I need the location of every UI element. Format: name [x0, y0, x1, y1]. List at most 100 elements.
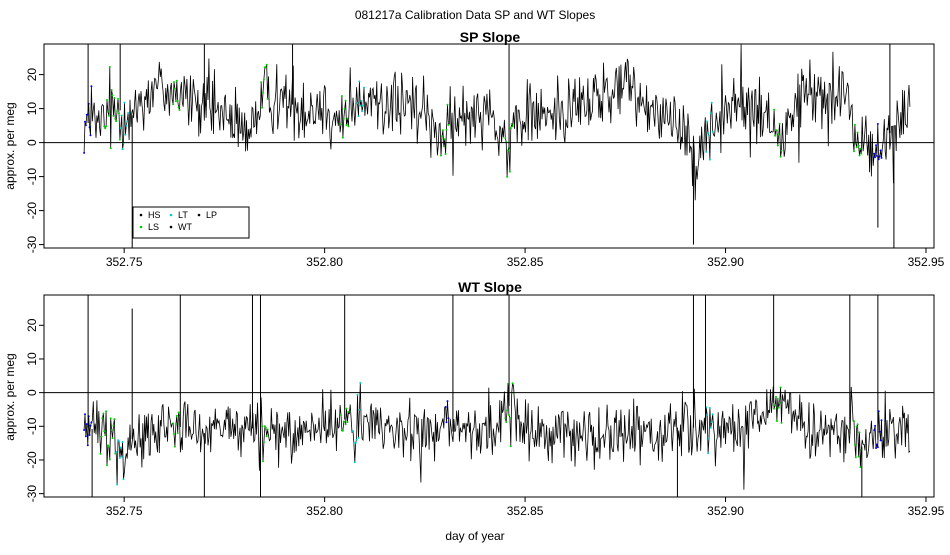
- wt-slope-ls-point: [175, 414, 178, 417]
- wt-slope-ls-point: [857, 455, 860, 458]
- wt-slope-ls-point: [177, 411, 180, 414]
- sp-slope-segment-lt: [705, 101, 714, 161]
- sp-slope-lt-point: [706, 120, 709, 123]
- x-axis-label: day of year: [445, 529, 504, 543]
- sp-slope-ls-point: [262, 91, 264, 94]
- sp-slope-axes: 352.75 352.80 352.85 352.90 352.95 -30 -20 -10 0…: [25, 43, 945, 269]
- sp-slope-lt-point: [121, 148, 124, 151]
- wt-slope-ls-point: [263, 425, 266, 428]
- sp-slope-lp-point: [880, 156, 883, 159]
- sp-slope-lp-point: [873, 152, 876, 155]
- wt-slope-ls-point: [262, 441, 265, 444]
- wt-slope-ls-point: [778, 402, 781, 404]
- wt-slope-lt-point: [122, 478, 125, 481]
- wt-slope-segment-ls: [172, 411, 181, 448]
- wt-slope-lt-point: [121, 441, 124, 443]
- sp-slope-x-tick-label: 352.85: [507, 255, 544, 269]
- sp-slope-ls-point: [340, 95, 343, 97]
- sp-slope-ls-point: [441, 135, 443, 138]
- sp-slope-segment-lt: [356, 80, 365, 118]
- wt-slope-lt-point: [708, 437, 710, 440]
- sp-slope-ls-point: [343, 107, 346, 110]
- sp-slope-ls-point: [117, 97, 119, 100]
- wt-slope-lp-point: [85, 423, 88, 426]
- wt-slope-lp-point: [90, 421, 93, 424]
- sp-slope-trace-layer: [83, 43, 911, 248]
- sp-slope-ls-point: [780, 149, 783, 152]
- sp-slope-segment-ls: [103, 66, 125, 151]
- panel-title-sp-slope: SP Slope: [460, 29, 521, 45]
- sp-slope-ls-point: [511, 125, 514, 128]
- sp-slope-lt-point: [711, 130, 714, 133]
- wt-slope-lp-point: [879, 439, 882, 442]
- sp-slope-x-tick-label: 352.90: [707, 255, 744, 269]
- wt-slope-lt-point: [118, 440, 120, 443]
- wt-slope-ls-point: [776, 397, 779, 400]
- wt-slope-ls-point: [777, 406, 780, 409]
- sp-slope-lt-point: [123, 101, 126, 104]
- sp-slope-ls-point: [107, 114, 110, 117]
- wt-slope-ls-point: [100, 435, 103, 438]
- wt-slope-lp-point: [878, 430, 881, 433]
- sp-slope-lt-point: [709, 112, 712, 115]
- wt-slope-ls-point: [504, 417, 507, 420]
- sp-slope-y-tick-label: 0: [25, 139, 39, 146]
- sp-slope-lp-point: [84, 120, 86, 123]
- sp-slope-ls-point: [443, 138, 446, 141]
- sp-slope-panel: SP Slope approx. per meg 352.75 352.80 352…: [3, 29, 945, 269]
- sp-slope-ls-point: [777, 133, 780, 136]
- sp-slope-ls-point: [105, 125, 108, 128]
- wt-slope-ls-point: [344, 423, 347, 426]
- sp-slope-ls-point: [853, 123, 856, 126]
- wt-slope-ls-point: [106, 464, 108, 467]
- sp-slope-ls-point: [264, 66, 267, 69]
- wt-slope-ls-point: [509, 445, 512, 448]
- sp-slope-ls-point: [856, 131, 859, 134]
- sp-slope-lt-point: [360, 99, 363, 102]
- sp-slope-y-tick-label: -10: [25, 168, 39, 186]
- sp-slope-ls-point: [508, 170, 511, 173]
- sp-slope-ls-point: [774, 134, 777, 137]
- sp-slope-ls-point: [447, 123, 450, 126]
- wt-slope-lp-point: [874, 424, 877, 427]
- wt-slope-segment-ls: [853, 420, 863, 469]
- wt-slope-segment-lt: [115, 439, 125, 486]
- legend-box: [132, 206, 250, 239]
- sp-slope-lp-point: [84, 124, 87, 127]
- sp-slope-ls-point: [446, 103, 449, 106]
- wt-slope-lt-point: [355, 438, 358, 441]
- wt-slope-lt-point: [708, 407, 711, 409]
- wt-slope-ls-point: [775, 395, 777, 398]
- wt-slope-lp-point: [445, 421, 448, 424]
- wt-slope-lp-point: [89, 424, 92, 427]
- wt-slope-ls-point: [102, 412, 105, 415]
- wt-slope-ls-point: [265, 435, 268, 438]
- sp-slope-segment-ls: [172, 79, 181, 111]
- wt-slope-lt-point: [709, 426, 712, 429]
- sp-slope-segment-lt: [119, 101, 130, 151]
- wt-slope-y-tick-label: -30: [25, 485, 39, 503]
- wt-slope-axes: 352.75 352.80 352.85 352.90 352.95 -30 -20 -10 0…: [25, 294, 945, 518]
- sp-slope-ls-point: [858, 154, 861, 157]
- wt-slope-lp-point: [444, 406, 447, 408]
- sp-slope-ls-point: [776, 144, 779, 147]
- sp-slope-y-tick-label: -20: [25, 202, 39, 220]
- wt-slope-ls-point: [347, 410, 350, 413]
- sp-slope-ls-point: [260, 81, 263, 84]
- wt-slope-ls-point: [108, 458, 111, 461]
- sp-slope-ls-point: [345, 124, 348, 126]
- wt-slope-lp-point: [88, 434, 91, 436]
- sp-slope-ls-point: [344, 99, 347, 102]
- sp-slope-plot-frame: [43, 43, 935, 249]
- wt-slope-lt-point: [118, 457, 121, 459]
- sp-slope-ls-point: [853, 150, 855, 153]
- wt-slope-lt-point: [354, 441, 357, 444]
- wt-slope-ls-point: [855, 425, 858, 428]
- sp-slope-lp-point: [83, 151, 86, 154]
- legend-label-wt: WT: [178, 222, 192, 232]
- wt-slope-ls-point: [104, 434, 107, 437]
- sp-slope-ls-point: [109, 147, 112, 150]
- sp-slope-series-trace: [83, 43, 911, 201]
- wt-slope-lt-point: [353, 461, 356, 464]
- wt-slope-ls-point: [107, 445, 110, 448]
